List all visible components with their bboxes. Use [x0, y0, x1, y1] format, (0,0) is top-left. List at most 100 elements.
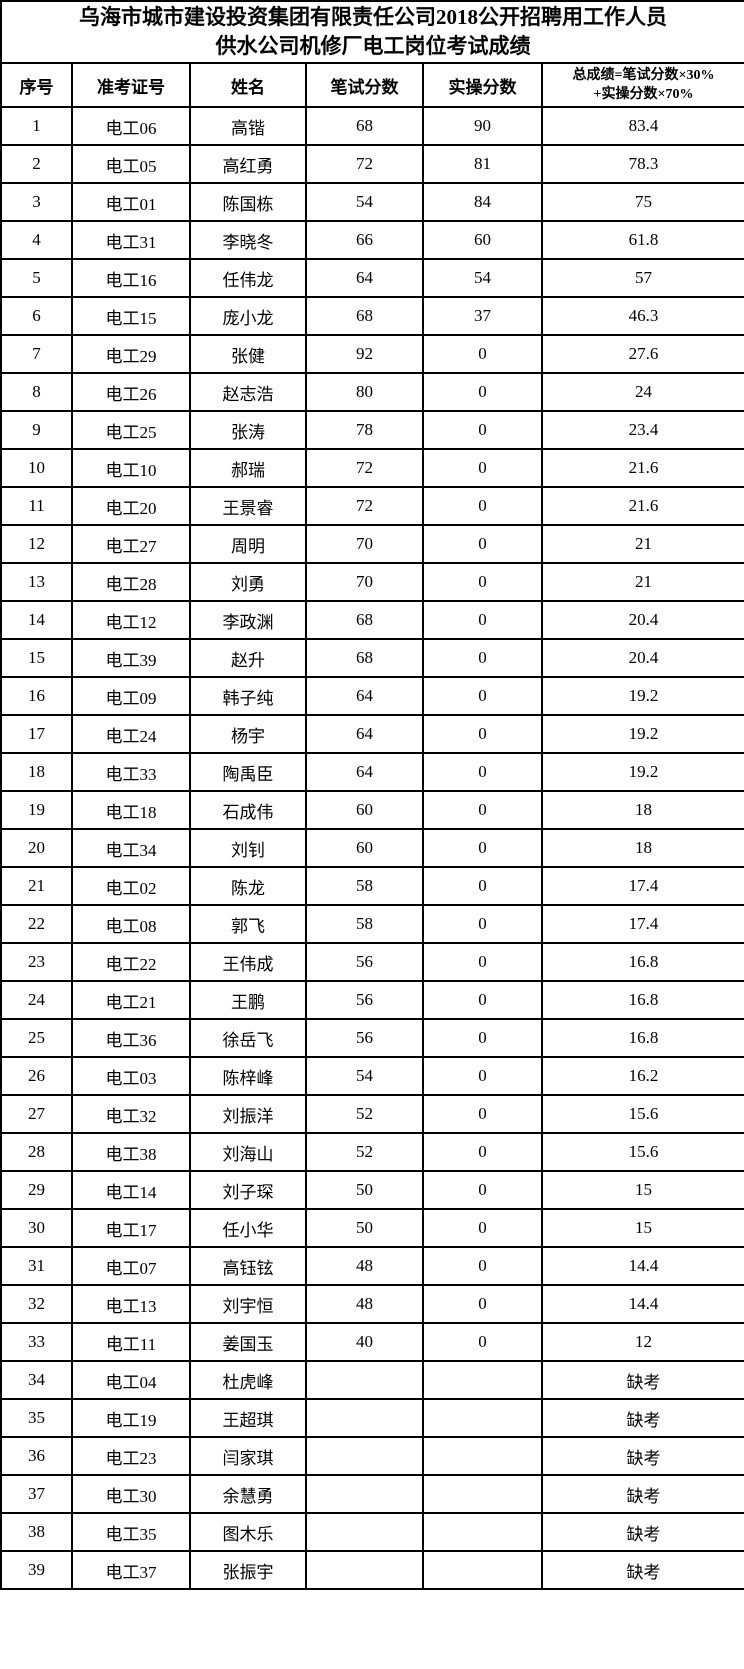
cell-ticket: 电工25 — [71, 410, 191, 450]
cell-no: 33 — [0, 1322, 73, 1362]
cell-practical: 0 — [422, 866, 543, 906]
results-table-body: 1 电工06 高锴 68 90 83.4 2 电工05 高红勇 72 81 78… — [0, 106, 744, 1590]
cell-no: 25 — [0, 1018, 73, 1058]
cell-no: 1 — [0, 106, 73, 146]
cell-name: 图木乐 — [189, 1512, 307, 1552]
cell-practical: 37 — [422, 296, 543, 336]
cell-total: 18 — [540, 828, 744, 868]
cell-ticket: 电工31 — [71, 220, 191, 260]
cell-practical: 0 — [422, 828, 543, 868]
header-row: 序号 准考证号 姓名 笔试分数 实操分数 总成绩=笔试分数×30% +实操分数×… — [0, 62, 744, 108]
cell-no: 9 — [0, 410, 73, 450]
cell-ticket: 电工06 — [71, 106, 191, 146]
cell-written: 56 — [305, 942, 424, 982]
cell-written: 70 — [305, 562, 424, 602]
page-title: 乌海市城市建设投资集团有限责任公司2018公开招聘用工作人员 供水公司机修厂电工… — [0, 0, 744, 64]
table-row: 6 电工15 庞小龙 68 37 46.3 — [0, 296, 744, 336]
cell-total: 20.4 — [540, 638, 744, 678]
cell-name: 王超琪 — [189, 1398, 307, 1438]
cell-written: 52 — [305, 1132, 424, 1172]
cell-ticket: 电工20 — [71, 486, 191, 526]
cell-practical: 0 — [422, 904, 543, 944]
cell-total: 21.6 — [540, 448, 744, 488]
cell-written: 92 — [305, 334, 424, 374]
cell-practical: 0 — [422, 714, 543, 754]
table-row: 33 电工11 姜国玉 40 0 12 — [0, 1322, 744, 1362]
cell-total: 21.6 — [540, 486, 744, 526]
cell-name: 周明 — [189, 524, 307, 564]
cell-total: 缺考 — [540, 1398, 744, 1438]
table-row: 8 电工26 赵志浩 80 0 24 — [0, 372, 744, 412]
cell-total: 19.2 — [540, 714, 744, 754]
cell-no: 10 — [0, 448, 73, 488]
cell-name: 张振宇 — [189, 1550, 307, 1590]
cell-total: 缺考 — [540, 1474, 744, 1514]
cell-total: 15 — [540, 1170, 744, 1210]
cell-ticket: 电工24 — [71, 714, 191, 754]
cell-name: 高红勇 — [189, 144, 307, 184]
cell-ticket: 电工18 — [71, 790, 191, 830]
cell-written: 54 — [305, 1056, 424, 1096]
cell-written: 56 — [305, 1018, 424, 1058]
cell-no: 8 — [0, 372, 73, 412]
cell-written: 40 — [305, 1322, 424, 1362]
cell-name: 姜国玉 — [189, 1322, 307, 1362]
cell-ticket: 电工37 — [71, 1550, 191, 1590]
cell-written: 48 — [305, 1284, 424, 1324]
cell-written: 72 — [305, 448, 424, 488]
cell-no: 20 — [0, 828, 73, 868]
cell-no: 32 — [0, 1284, 73, 1324]
header-total-score: 总成绩=笔试分数×30% +实操分数×70% — [540, 62, 744, 108]
cell-name: 郭飞 — [189, 904, 307, 944]
table-row: 24 电工21 王鹏 56 0 16.8 — [0, 980, 744, 1020]
cell-total: 15.6 — [540, 1094, 744, 1134]
table-row: 4 电工31 李晓冬 66 60 61.8 — [0, 220, 744, 260]
cell-total: 27.6 — [540, 334, 744, 374]
cell-ticket: 电工26 — [71, 372, 191, 412]
cell-no: 22 — [0, 904, 73, 944]
cell-ticket: 电工12 — [71, 600, 191, 640]
cell-practical: 0 — [422, 980, 543, 1020]
cell-written: 52 — [305, 1094, 424, 1134]
cell-total: 缺考 — [540, 1550, 744, 1590]
cell-written: 66 — [305, 220, 424, 260]
cell-ticket: 电工02 — [71, 866, 191, 906]
table-row: 29 电工14 刘子琛 50 0 15 — [0, 1170, 744, 1210]
cell-no: 6 — [0, 296, 73, 336]
cell-total: 17.4 — [540, 866, 744, 906]
cell-practical: 0 — [422, 790, 543, 830]
cell-ticket: 电工36 — [71, 1018, 191, 1058]
table-row: 37 电工30 余慧勇 缺考 — [0, 1474, 744, 1514]
cell-no: 18 — [0, 752, 73, 792]
cell-no: 39 — [0, 1550, 73, 1590]
cell-practical: 84 — [422, 182, 543, 222]
cell-name: 李晓冬 — [189, 220, 307, 260]
cell-no: 14 — [0, 600, 73, 640]
cell-written: 50 — [305, 1208, 424, 1248]
cell-name: 刘宇恒 — [189, 1284, 307, 1324]
cell-no: 12 — [0, 524, 73, 564]
table-row: 17 电工24 杨宇 64 0 19.2 — [0, 714, 744, 754]
cell-written: 68 — [305, 638, 424, 678]
cell-practical: 0 — [422, 1208, 543, 1248]
table-row: 28 电工38 刘海山 52 0 15.6 — [0, 1132, 744, 1172]
cell-ticket: 电工10 — [71, 448, 191, 488]
cell-written: 64 — [305, 258, 424, 298]
cell-practical: 54 — [422, 258, 543, 298]
table-row: 16 电工09 韩子纯 64 0 19.2 — [0, 676, 744, 716]
cell-total: 61.8 — [540, 220, 744, 260]
cell-total: 23.4 — [540, 410, 744, 450]
cell-ticket: 电工04 — [71, 1360, 191, 1400]
cell-ticket: 电工32 — [71, 1094, 191, 1134]
cell-ticket: 电工28 — [71, 562, 191, 602]
cell-written: 68 — [305, 106, 424, 146]
cell-practical: 81 — [422, 144, 543, 184]
table-row: 39 电工37 张振宇 缺考 — [0, 1550, 744, 1590]
cell-total: 缺考 — [540, 1512, 744, 1552]
table-row: 19 电工18 石成伟 60 0 18 — [0, 790, 744, 830]
cell-written: 60 — [305, 828, 424, 868]
cell-name: 刘振洋 — [189, 1094, 307, 1134]
cell-name: 庞小龙 — [189, 296, 307, 336]
table-row: 34 电工04 杜虎峰 缺考 — [0, 1360, 744, 1400]
cell-ticket: 电工21 — [71, 980, 191, 1020]
